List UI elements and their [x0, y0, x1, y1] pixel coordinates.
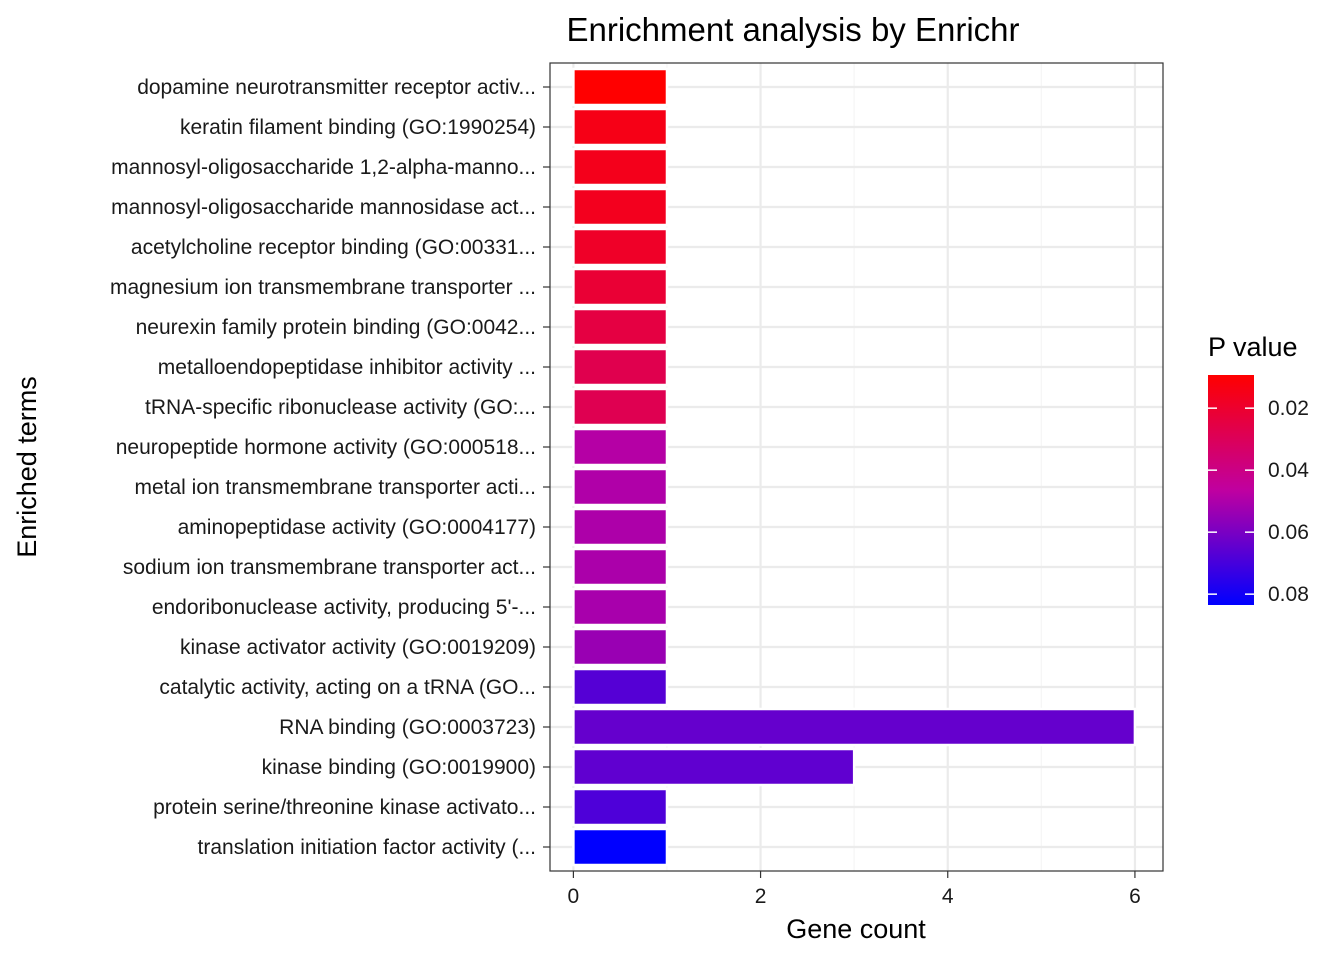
bar [572, 787, 669, 827]
bar [572, 107, 669, 147]
chart-title: Enrichment analysis by Enrichr [566, 11, 1019, 48]
x-axis: 0 2 4 6 [568, 871, 1141, 908]
bar [572, 667, 669, 707]
y-tick-label: metal ion transmembrane transporter acti… [134, 476, 536, 499]
bar [572, 707, 1137, 747]
y-axis: dopamine neurotransmitter receptor activ… [110, 76, 550, 859]
y-tick-label: aminopeptidase activity (GO:0004177) [178, 516, 536, 539]
bar [572, 547, 669, 587]
legend-ticks: 0.02 0.04 0.06 0.08 [1208, 397, 1309, 606]
y-tick-label: neuropeptide hormone activity (GO:000518… [116, 436, 536, 459]
y-tick-label: translation initiation factor activity (… [198, 836, 536, 859]
y-tick-label: kinase activator activity (GO:0019209) [180, 636, 536, 659]
y-tick-label: protein serine/threonine kinase activato… [153, 796, 536, 819]
bar [572, 507, 669, 547]
bar [572, 267, 669, 307]
y-tick-label: dopamine neurotransmitter receptor activ… [137, 76, 536, 99]
bar [572, 67, 669, 107]
bar [572, 827, 669, 867]
legend-tick-label: 0.02 [1268, 397, 1309, 420]
panel-border [549, 62, 1164, 872]
bar [572, 307, 669, 347]
bar [572, 187, 669, 227]
x-tick-label: 4 [942, 885, 954, 908]
y-tick-label: catalytic activity, acting on a tRNA (GO… [159, 676, 536, 699]
x-axis-title: Gene count [786, 914, 926, 944]
y-tick-label: keratin filament binding (GO:1990254) [180, 116, 536, 139]
bars [572, 67, 1137, 867]
y-tick-label: sodium ion transmembrane transporter act… [123, 556, 536, 579]
y-tick-label: kinase binding (GO:0019900) [262, 756, 536, 779]
legend-title: P value [1208, 332, 1298, 362]
y-tick-label: neurexin family protein binding (GO:0042… [136, 316, 536, 339]
bar [572, 747, 856, 787]
bar [572, 467, 669, 507]
legend-tick-label: 0.06 [1268, 521, 1309, 544]
y-tick-label: tRNA-specific ribonuclease activity (GO:… [145, 396, 536, 419]
bar [572, 347, 669, 387]
y-tick-label: metalloendopeptidase inhibitor activity … [158, 356, 536, 379]
legend-tick-label: 0.04 [1268, 459, 1309, 482]
y-tick-label: endoribonuclease activity, producing 5'-… [152, 596, 536, 619]
y-tick-label: mannosyl-oligosaccharide 1,2-alpha-manno… [111, 156, 536, 179]
bar [572, 587, 669, 627]
y-tick-label: magnesium ion transmembrane transporter … [110, 276, 536, 299]
x-tick-label: 2 [755, 885, 767, 908]
bar [572, 147, 669, 187]
y-tick-label: acetylcholine receptor binding (GO:00331… [131, 236, 536, 259]
bar [572, 427, 669, 467]
bar [572, 627, 669, 667]
x-tick-label: 6 [1129, 885, 1141, 908]
legend-colorbar [1208, 375, 1254, 605]
bar [572, 227, 669, 267]
x-tick-label: 0 [568, 885, 580, 908]
legend: P value 0.02 0.04 0.06 0.08 [1208, 332, 1309, 606]
legend-tick-label: 0.08 [1268, 583, 1309, 606]
bar [572, 387, 669, 427]
y-tick-label: mannosyl-oligosaccharide mannosidase act… [111, 196, 536, 219]
y-tick-label: RNA binding (GO:0003723) [279, 716, 536, 739]
y-axis-title: Enriched terms [12, 376, 42, 558]
